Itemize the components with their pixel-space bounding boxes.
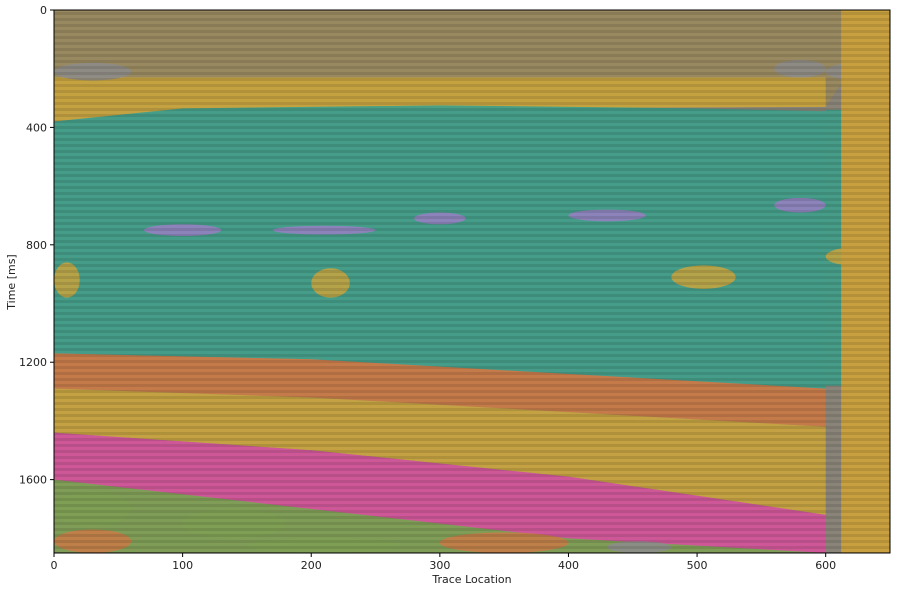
x-tick-label: 300 xyxy=(429,559,450,572)
x-tick-label: 500 xyxy=(687,559,708,572)
x-tick-label: 600 xyxy=(815,559,836,572)
y-tick-label: 1200 xyxy=(19,356,47,369)
x-tick-label: 0 xyxy=(51,559,58,572)
y-tick-label: 1600 xyxy=(19,474,47,487)
x-tick-label: 400 xyxy=(558,559,579,572)
x-axis-label: Trace Location xyxy=(431,573,511,586)
y-tick-label: 400 xyxy=(26,121,47,134)
y-tick-label: 800 xyxy=(26,239,47,252)
x-tick-label: 100 xyxy=(172,559,193,572)
x-tick-label: 200 xyxy=(301,559,322,572)
plot-frame xyxy=(53,9,891,554)
plot-area xyxy=(54,10,890,553)
seismic-texture xyxy=(54,10,890,553)
y-axis: 0 400 800 1200 1600 xyxy=(19,4,54,487)
y-tick-label: 0 xyxy=(40,4,47,17)
y-axis-label: Time [ms] xyxy=(5,254,18,310)
x-axis: 0 100 200 300 400 500 600 xyxy=(51,553,836,572)
